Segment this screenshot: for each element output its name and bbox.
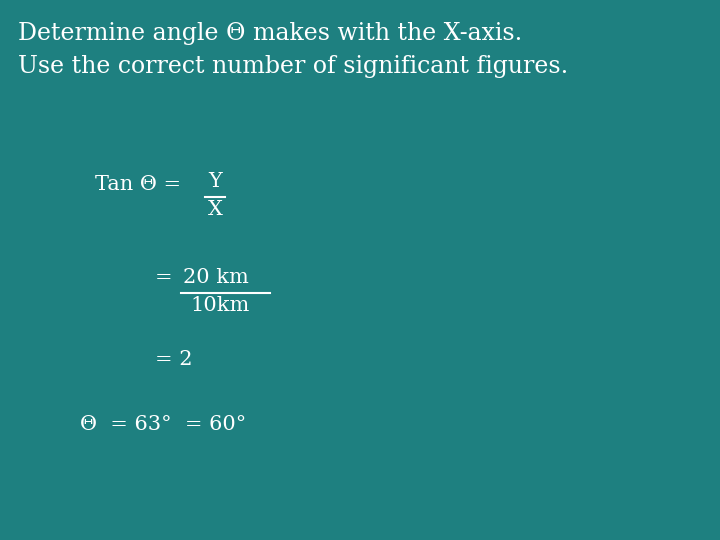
Text: = 2: = 2 <box>155 350 192 369</box>
Text: X: X <box>208 200 223 219</box>
Text: Y: Y <box>208 172 222 191</box>
Text: 10km: 10km <box>190 296 249 315</box>
Text: Θ  = 63°  = 60°: Θ = 63° = 60° <box>80 415 246 434</box>
Text: Use the correct number of significant figures.: Use the correct number of significant fi… <box>18 55 568 78</box>
Text: Tan Θ =: Tan Θ = <box>95 175 181 194</box>
Text: Determine angle Θ makes with the X-axis.: Determine angle Θ makes with the X-axis. <box>18 22 522 45</box>
Text: 20 km: 20 km <box>183 268 249 287</box>
Text: =: = <box>155 268 173 287</box>
